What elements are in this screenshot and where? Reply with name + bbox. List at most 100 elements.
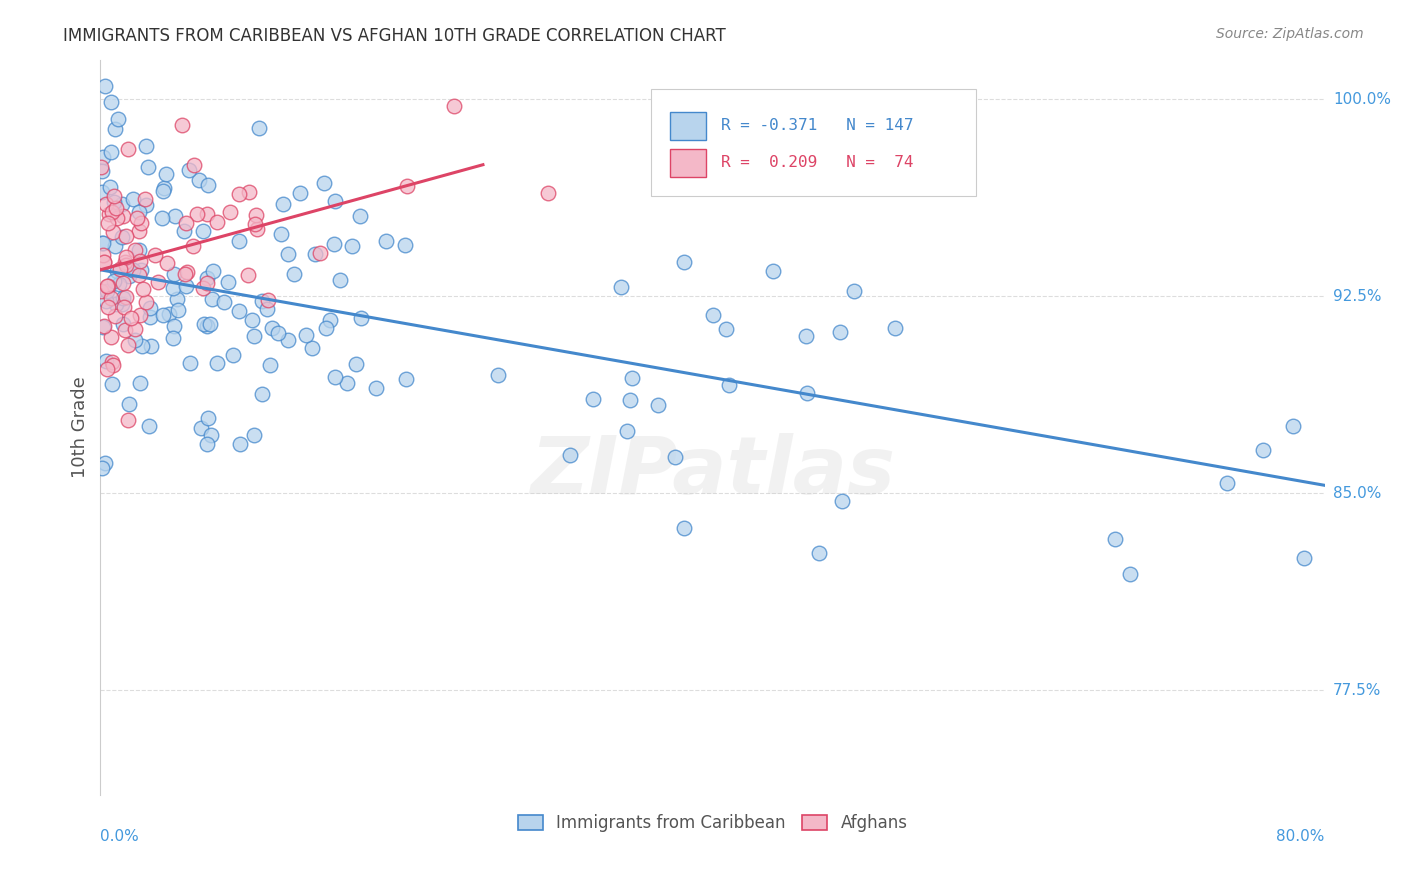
Point xyxy=(103,274,125,288)
Point xyxy=(155,167,177,181)
Point xyxy=(394,237,416,252)
Point xyxy=(96,284,118,298)
Point xyxy=(195,276,218,290)
Point xyxy=(90,185,112,199)
Point xyxy=(290,186,312,201)
Point xyxy=(97,300,120,314)
Point xyxy=(125,211,148,226)
Point xyxy=(124,243,146,257)
Point xyxy=(111,317,134,331)
Y-axis label: 10th Grade: 10th Grade xyxy=(72,376,89,478)
Point xyxy=(97,216,120,230)
Point xyxy=(104,121,127,136)
Point xyxy=(139,310,162,325)
Point xyxy=(243,217,266,231)
Point xyxy=(100,145,122,160)
Point xyxy=(117,338,139,352)
Point xyxy=(105,263,128,277)
Point xyxy=(181,239,204,253)
Point xyxy=(114,258,136,272)
Point xyxy=(336,376,359,390)
Point xyxy=(672,254,695,268)
Text: 92.5%: 92.5% xyxy=(1333,289,1382,303)
Point xyxy=(329,272,352,286)
Point xyxy=(283,267,305,281)
Point xyxy=(195,437,218,451)
Point xyxy=(277,333,299,347)
Point xyxy=(135,198,157,212)
Point xyxy=(191,281,214,295)
Point xyxy=(173,267,195,281)
Point xyxy=(94,78,117,93)
Point xyxy=(256,302,278,317)
Point xyxy=(128,244,150,258)
Point xyxy=(108,262,131,277)
Point xyxy=(91,248,114,262)
Point xyxy=(117,413,139,427)
Point xyxy=(190,420,212,434)
Point xyxy=(558,448,581,462)
Point xyxy=(197,270,219,285)
Point xyxy=(610,279,633,293)
Point xyxy=(247,120,270,135)
Point xyxy=(762,264,785,278)
Point xyxy=(197,178,219,192)
Point xyxy=(177,163,200,178)
Point xyxy=(101,225,124,239)
Point xyxy=(191,224,214,238)
Point xyxy=(172,118,194,132)
Point xyxy=(131,263,153,277)
Point xyxy=(1292,551,1315,566)
Point xyxy=(128,268,150,283)
Point xyxy=(217,275,239,289)
Point xyxy=(304,247,326,261)
Point xyxy=(112,300,135,314)
Point xyxy=(616,424,638,438)
Point xyxy=(295,328,318,343)
Point xyxy=(146,275,169,289)
Point xyxy=(844,284,866,298)
Point xyxy=(197,207,219,221)
Point xyxy=(104,201,127,215)
Point xyxy=(260,321,283,335)
Point xyxy=(91,235,114,250)
Point xyxy=(110,297,132,311)
Point xyxy=(176,265,198,279)
Point xyxy=(198,317,221,331)
Point xyxy=(221,347,243,361)
Point xyxy=(90,285,112,299)
Point xyxy=(808,546,831,560)
Point xyxy=(183,158,205,172)
Point xyxy=(716,322,738,336)
Point xyxy=(647,398,669,412)
Text: 100.0%: 100.0% xyxy=(1333,92,1391,106)
Point xyxy=(238,185,260,199)
Point xyxy=(1104,532,1126,546)
Point xyxy=(94,457,117,471)
Bar xyxy=(669,112,706,140)
Point xyxy=(267,326,290,340)
Point xyxy=(118,397,141,411)
Point xyxy=(349,209,371,223)
Point xyxy=(111,197,134,211)
Point xyxy=(702,308,724,322)
Point xyxy=(205,215,228,229)
Point xyxy=(301,341,323,355)
Point xyxy=(129,253,152,268)
Point xyxy=(96,279,118,293)
Point xyxy=(114,228,136,243)
Point xyxy=(94,197,117,211)
Point xyxy=(323,194,346,208)
Point xyxy=(100,205,122,219)
Point xyxy=(129,308,152,322)
Point xyxy=(104,309,127,323)
Point xyxy=(104,239,127,253)
Point xyxy=(173,224,195,238)
Point xyxy=(312,177,335,191)
Point xyxy=(112,209,135,223)
Point xyxy=(323,370,346,384)
Point xyxy=(395,372,418,386)
Point xyxy=(212,294,235,309)
Point xyxy=(124,322,146,336)
Point xyxy=(150,211,173,226)
